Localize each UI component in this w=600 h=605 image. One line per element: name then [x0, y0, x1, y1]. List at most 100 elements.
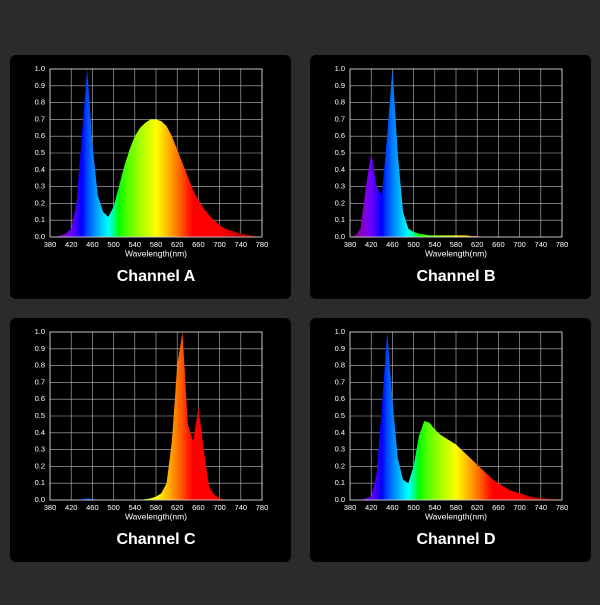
x-tick-label: 700 — [513, 503, 526, 512]
y-tick-label: 0.7 — [335, 377, 345, 386]
x-tick-label: 540 — [429, 240, 442, 249]
panel-background — [310, 318, 591, 562]
x-tick-label: 580 — [450, 503, 463, 512]
x-tick-label: 420 — [365, 240, 378, 249]
plot-border — [49, 68, 263, 238]
x-tick-label: 380 — [344, 240, 357, 249]
x-tick-label: 420 — [65, 240, 78, 249]
y-tick-label: 0.8 — [335, 98, 345, 107]
x-tick-label: 620 — [471, 503, 484, 512]
y-tick-label: 0.6 — [335, 131, 345, 140]
x-tick-label: 620 — [171, 240, 184, 249]
y-tick-label: 0.4 — [35, 165, 45, 174]
panel-background — [310, 55, 591, 299]
spectrum-area — [50, 69, 262, 237]
x-tick-label: 740 — [235, 240, 248, 249]
x-tick-label: 460 — [386, 240, 399, 249]
x-tick-label: 540 — [429, 503, 442, 512]
y-tick-label: 0.8 — [335, 361, 345, 370]
x-axis-label: Wavelength(nm) — [125, 248, 187, 258]
x-tick-label: 460 — [386, 503, 399, 512]
x-tick-label: 500 — [107, 503, 120, 512]
spectrum-area — [350, 69, 562, 237]
y-tick-label: 0.0 — [335, 495, 345, 504]
y-tick-label: 0.1 — [335, 215, 345, 224]
x-tick-label: 780 — [256, 503, 269, 512]
y-tick-label: 1.0 — [35, 327, 45, 336]
y-tick-label: 0.0 — [35, 495, 45, 504]
x-tick-label: 740 — [535, 503, 548, 512]
plot-border — [49, 331, 263, 501]
x-tick-label: 500 — [407, 240, 420, 249]
x-tick-label: 660 — [192, 503, 205, 512]
chart-title: Channel D — [416, 531, 495, 548]
x-tick-label: 420 — [365, 503, 378, 512]
x-tick-label: 380 — [44, 240, 57, 249]
y-tick-label: 1.0 — [335, 327, 345, 336]
x-tick-label: 460 — [86, 240, 99, 249]
chart-panel: 0.0 0.1 0.2 0.3 0.4 0.5 0.6 0.7 0.8 0.9 1.0 380 420 4… — [310, 318, 591, 562]
x-tick-label: 580 — [150, 240, 163, 249]
x-axis-label: Wavelength(nm) — [125, 511, 187, 521]
x-tick-label: 740 — [535, 240, 548, 249]
spectrum-area — [350, 332, 562, 500]
y-tick-label: 0.1 — [335, 478, 345, 487]
y-tick-label: 0.4 — [35, 428, 45, 437]
y-tick-label: 0.2 — [35, 198, 45, 207]
chart-panel: 0.0 0.1 0.2 0.3 0.4 0.5 0.6 0.7 0.8 0.9 1.0 380 420 4… — [10, 55, 291, 299]
x-tick-label: 620 — [471, 240, 484, 249]
chart-panel: 0.0 0.1 0.2 0.3 0.4 0.5 0.6 0.7 0.8 0.9 1.0 380 420 4… — [310, 55, 591, 299]
plot-border — [349, 331, 563, 501]
y-tick-label: 1.0 — [35, 64, 45, 73]
plot-border — [349, 68, 563, 238]
y-tick-label: 0.9 — [35, 344, 45, 353]
y-tick-label: 0.0 — [35, 232, 45, 241]
x-tick-label: 660 — [492, 240, 505, 249]
y-tick-label: 0.2 — [35, 461, 45, 470]
y-tick-label: 0.1 — [35, 478, 45, 487]
x-tick-label: 580 — [450, 240, 463, 249]
y-tick-label: 0.0 — [335, 232, 345, 241]
chart-title: Channel C — [116, 531, 196, 548]
y-tick-label: 0.5 — [335, 148, 345, 157]
y-tick-label: 0.4 — [335, 428, 345, 437]
chart-title: Channel B — [416, 268, 495, 285]
x-tick-label: 460 — [86, 503, 99, 512]
x-tick-label: 700 — [213, 503, 226, 512]
x-tick-label: 540 — [129, 503, 142, 512]
chart-panel: 0.0 0.1 0.2 0.3 0.4 0.5 0.6 0.7 0.8 0.9 1.0 380 420 4… — [10, 318, 291, 562]
x-tick-label: 420 — [65, 503, 78, 512]
x-tick-label: 700 — [213, 240, 226, 249]
chart-title: Channel A — [117, 268, 196, 285]
y-tick-label: 0.5 — [35, 148, 45, 157]
x-tick-label: 500 — [407, 503, 420, 512]
x-tick-label: 500 — [107, 240, 120, 249]
y-tick-label: 1.0 — [335, 64, 345, 73]
y-tick-label: 0.4 — [335, 165, 345, 174]
y-tick-label: 0.7 — [35, 114, 45, 123]
y-tick-label: 0.9 — [335, 344, 345, 353]
x-tick-label: 380 — [344, 503, 357, 512]
y-tick-label: 0.6 — [35, 394, 45, 403]
x-tick-label: 740 — [235, 503, 248, 512]
y-tick-label: 0.3 — [335, 445, 345, 454]
y-tick-label: 0.3 — [35, 182, 45, 191]
y-tick-label: 0.5 — [335, 411, 345, 420]
y-tick-label: 0.8 — [35, 98, 45, 107]
y-tick-label: 0.1 — [35, 215, 45, 224]
y-tick-label: 0.9 — [35, 81, 45, 90]
x-tick-label: 780 — [556, 503, 569, 512]
x-tick-label: 620 — [171, 503, 184, 512]
x-tick-label: 700 — [513, 240, 526, 249]
y-tick-label: 0.3 — [35, 445, 45, 454]
y-tick-label: 0.7 — [335, 114, 345, 123]
x-tick-label: 380 — [44, 503, 57, 512]
y-tick-label: 0.7 — [35, 377, 45, 386]
y-tick-label: 0.5 — [35, 411, 45, 420]
y-tick-label: 0.6 — [335, 394, 345, 403]
panel-background — [10, 318, 291, 562]
x-tick-label: 780 — [256, 240, 269, 249]
y-tick-label: 0.6 — [35, 131, 45, 140]
x-tick-label: 660 — [492, 503, 505, 512]
